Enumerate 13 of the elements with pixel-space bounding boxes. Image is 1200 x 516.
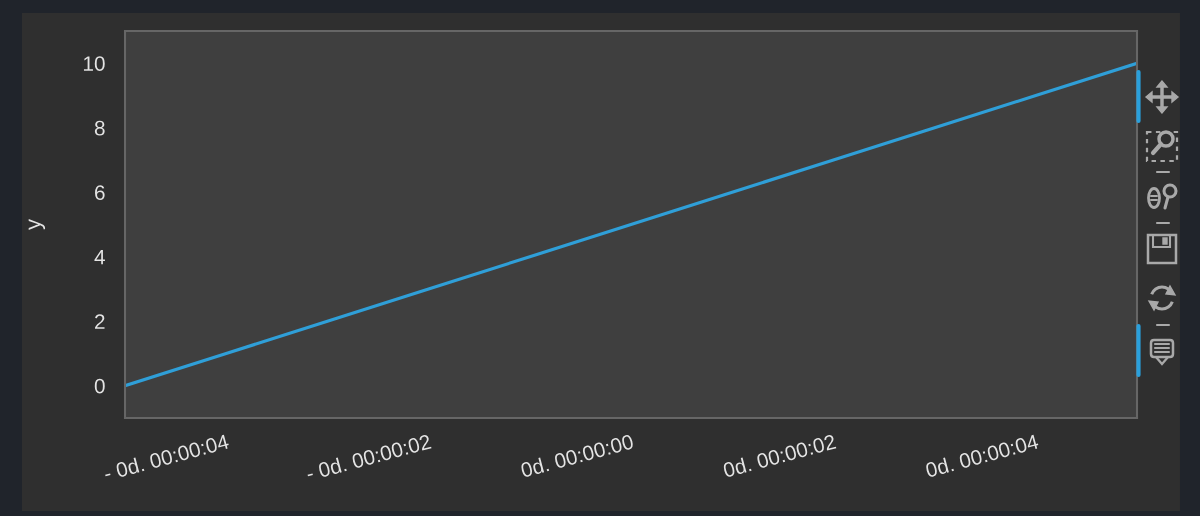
y-axis-title: y xyxy=(28,218,46,230)
y-tick-label: 4 xyxy=(94,249,105,265)
x-tick-label: - 0d. 00:00:04 xyxy=(102,433,230,482)
x-tick-label: 0d. 00:00:02 xyxy=(722,433,837,478)
y-tick-label: 8 xyxy=(94,120,105,136)
x-tick-label: - 0d. 00:00:02 xyxy=(305,433,432,482)
y-tick-label: 6 xyxy=(95,185,105,200)
y-tick-label: 2 xyxy=(95,314,105,329)
line-series xyxy=(125,61,1137,388)
x-tick-label: 0d. 00:00:04 xyxy=(924,433,1040,478)
y-tick-label: 10 xyxy=(83,56,105,71)
x-tick-label: 0d. 00:00:00 xyxy=(519,433,635,478)
y-tick-label: 0 xyxy=(94,378,105,394)
